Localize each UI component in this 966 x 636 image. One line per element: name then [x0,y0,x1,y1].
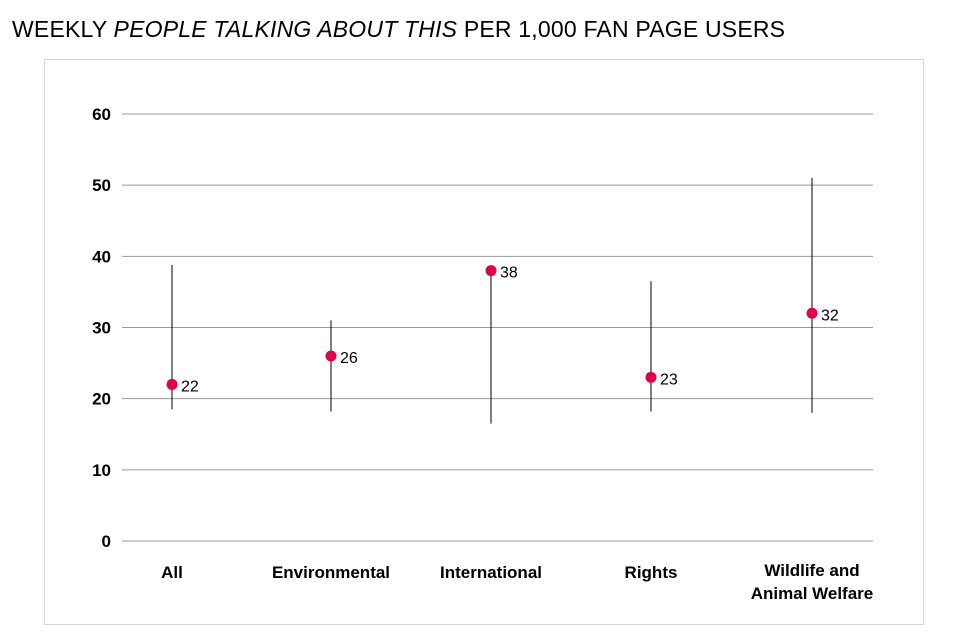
y-tick-label: 30 [92,319,111,338]
y-tick-label: 20 [92,390,111,409]
data-point [806,307,818,319]
data-label: 22 [181,378,199,395]
data-label: 23 [660,371,678,388]
y-tick-label: 60 [92,105,111,124]
data-point [645,371,657,383]
data-point [485,265,497,277]
x-category-label: Wildlife and [764,561,859,580]
data-label: 38 [500,265,518,282]
data-label: 26 [340,350,358,367]
y-tick-label: 50 [92,176,111,195]
x-category-label: International [440,563,542,582]
x-category-label: All [161,563,183,582]
data-point [166,378,178,390]
x-category-label: Environmental [272,563,390,582]
chart-panel [44,59,924,625]
chart-title-suffix: PER 1,000 FAN PAGE USERS [457,16,786,42]
chart-title-prefix: WEEKLY [12,16,114,42]
y-tick-label: 10 [92,461,111,480]
x-category-label: Rights [625,563,678,582]
chart-title: WEEKLY PEOPLE TALKING ABOUT THIS PER 1,0… [12,16,785,43]
chart-title-emphasis: PEOPLE TALKING ABOUT THIS [113,16,458,42]
y-tick-label: 40 [92,247,111,266]
y-tick-label: 0 [102,532,111,551]
data-point [325,350,337,362]
data-label: 32 [821,307,839,324]
x-category-label: Animal Welfare [751,584,874,603]
